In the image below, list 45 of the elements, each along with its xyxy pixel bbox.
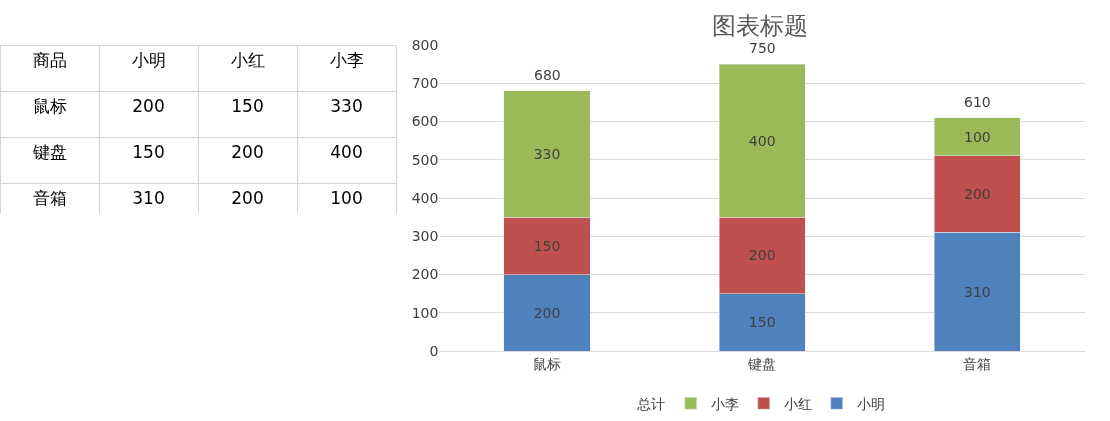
text: 330 [330, 95, 363, 116]
x-tick-label: 鼠标 [533, 355, 562, 372]
y-tick-label: 100 [411, 304, 439, 321]
x-tick-label: 键盘 [747, 355, 777, 372]
data-label: 330 [533, 146, 561, 163]
text: 键盘 [31, 141, 67, 162]
chart-title: 图表标题 [712, 11, 809, 40]
text: 小明 [131, 49, 166, 70]
text: 100 [330, 187, 363, 208]
legend-label: 小明 [856, 395, 885, 412]
text: 310 [132, 187, 165, 208]
data-label: 100 [964, 128, 991, 145]
text: 200 [132, 95, 165, 116]
text: 150 [132, 141, 165, 162]
text: 总计 [635, 395, 665, 412]
y-tick-label: 200 [411, 266, 439, 283]
text: 小红 [230, 49, 265, 70]
y-tick-label: 500 [411, 151, 439, 168]
y-tick-label: 800 [411, 36, 439, 53]
data-label: 150 [533, 237, 561, 254]
data-label: 150 [748, 314, 776, 331]
data-label: 310 [964, 283, 991, 300]
total-label: 680 [534, 67, 561, 83]
data-label: 200 [748, 247, 776, 264]
data-label: 200 [964, 186, 991, 203]
text: 商品 [32, 49, 67, 70]
text: 鼠标 [32, 95, 67, 116]
total-label: 750 [749, 40, 776, 56]
y-tick-label: 300 [411, 228, 439, 245]
y-tick-label: 700 [411, 75, 439, 92]
y-tick-label: 0 [429, 342, 439, 359]
text: 200 [231, 141, 264, 162]
legend-label: 小红 [783, 395, 812, 412]
data-label: 200 [533, 304, 561, 321]
legend-label: 小李 [710, 395, 739, 412]
y-tick-label: 400 [411, 189, 439, 206]
data-label: 400 [748, 132, 776, 149]
text: 150 [231, 95, 264, 116]
text: 200 [231, 187, 264, 208]
y-tick-label: 600 [411, 113, 439, 130]
text: 音箱 [32, 187, 67, 208]
text: 400 [330, 141, 363, 162]
text: 小李 [329, 49, 364, 70]
total-label: 610 [964, 94, 991, 110]
x-tick-label: 音箱 [963, 355, 992, 372]
